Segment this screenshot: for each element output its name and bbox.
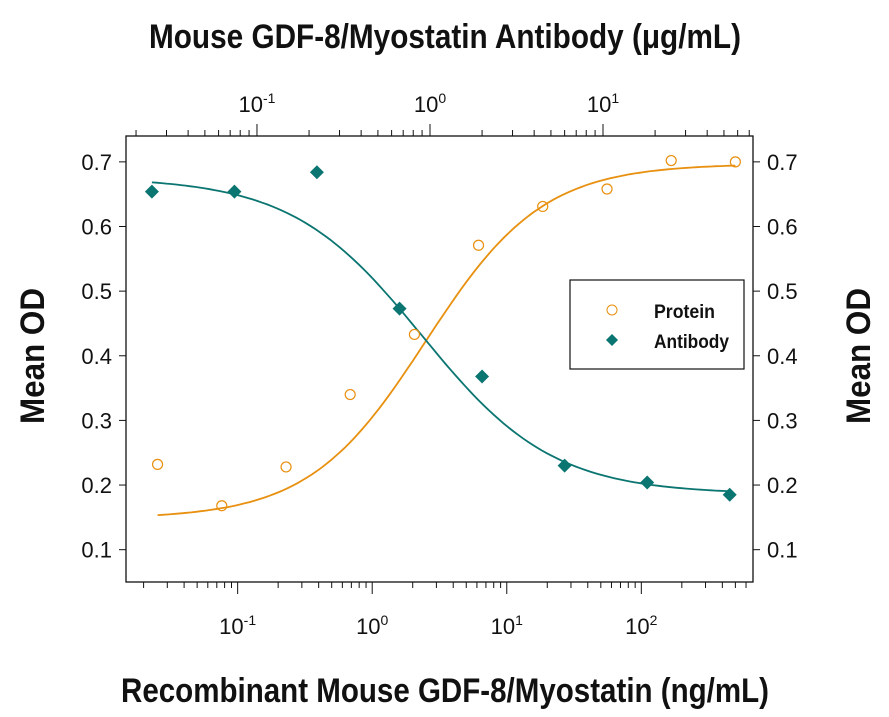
top-axis-title: Mouse GDF-8/Myostatin Antibody (μg/mL) bbox=[149, 18, 741, 56]
x-bottom-tick-label: 102 bbox=[625, 612, 657, 639]
y-tick-label-right: 0.2 bbox=[767, 473, 798, 498]
legend-marker-antibody bbox=[606, 334, 618, 346]
y-tick-label-left: 0.5 bbox=[81, 279, 112, 304]
protein-point bbox=[472, 239, 485, 251]
protein-point bbox=[729, 156, 741, 168]
y-tick-label-right: 0.7 bbox=[767, 150, 798, 175]
y-tick-label-left: 0.6 bbox=[81, 214, 112, 239]
y-tick-label-right: 0.1 bbox=[767, 538, 798, 563]
protein-point bbox=[601, 183, 613, 195]
x-axis-title: Recombinant Mouse GDF-8/Myostatin (ng/mL… bbox=[121, 672, 769, 710]
y-tick-label-left: 0.1 bbox=[81, 538, 112, 563]
x-bottom-tick-label: 101 bbox=[491, 612, 523, 639]
x-bottom-tick-label: 100 bbox=[356, 612, 388, 639]
protein-point bbox=[216, 500, 228, 512]
plot-frame bbox=[125, 135, 754, 583]
protein-point bbox=[537, 200, 549, 213]
antibody-point bbox=[475, 369, 490, 384]
x-top-tick-label: 101 bbox=[587, 90, 619, 117]
antibody-fit-curve bbox=[151, 181, 730, 493]
antibody-point bbox=[309, 165, 324, 180]
y-axis-title-left: Mean OD bbox=[14, 288, 52, 424]
antibody-point bbox=[392, 301, 407, 316]
y-tick-label-left: 0.2 bbox=[81, 473, 112, 498]
protein-point bbox=[665, 154, 677, 167]
protein-fit-curve bbox=[157, 164, 736, 516]
y-tick-label-left: 0.3 bbox=[81, 408, 112, 433]
antibody-point bbox=[640, 475, 655, 490]
protein-point bbox=[280, 461, 292, 473]
antibody-point bbox=[227, 184, 242, 199]
y-tick-label-right: 0.4 bbox=[767, 344, 798, 369]
y-tick-label-right: 0.6 bbox=[767, 214, 798, 239]
legend: Protein Antibody bbox=[569, 279, 745, 370]
x-top-tick-label: 10-1 bbox=[239, 90, 276, 117]
protein-point bbox=[408, 328, 421, 341]
protein-point bbox=[151, 458, 164, 470]
legend-marker-protein bbox=[606, 304, 618, 316]
antibody-point bbox=[722, 487, 737, 502]
antibody-point bbox=[557, 458, 572, 473]
legend-label-protein: Protein bbox=[654, 302, 715, 323]
y-tick-label-right: 0.5 bbox=[767, 279, 798, 304]
legend-label-antibody: Antibody bbox=[654, 332, 729, 353]
x-bottom-tick-label: 10-1 bbox=[219, 612, 256, 639]
y-tick-label-left: 0.4 bbox=[81, 344, 112, 369]
protein-point bbox=[344, 388, 356, 401]
antibody-point bbox=[144, 184, 159, 199]
x-top-tick-label: 100 bbox=[414, 90, 446, 117]
y-tick-label-right: 0.3 bbox=[767, 408, 798, 433]
y-tick-label-left: 0.7 bbox=[81, 150, 112, 175]
y-axis-title-right: Mean OD bbox=[840, 288, 878, 424]
legend-box bbox=[569, 279, 745, 370]
